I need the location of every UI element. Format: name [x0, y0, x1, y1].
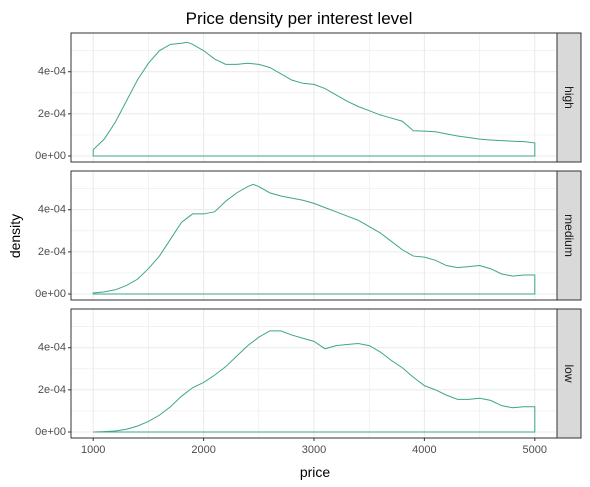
x-tick-label: 4000: [412, 444, 436, 456]
y-tick-label: 2e-04: [38, 108, 66, 120]
facet-panel-high: high 0e+00 2e-04 4e-04: [35, 32, 582, 163]
facet-strip-label: medium: [562, 214, 576, 257]
y-tick-label: 4e-04: [38, 204, 66, 216]
y-tick-label: 4e-04: [38, 342, 66, 354]
y-tick-label: 2e-04: [38, 384, 66, 396]
density-curve-medium: [92, 183, 536, 295]
x-tick-label: 3000: [302, 444, 326, 456]
x-tick-label: 5000: [523, 444, 547, 456]
x-axis-title: price: [300, 464, 331, 480]
x-tick-label: 1000: [81, 444, 105, 456]
y-axis-title: density: [7, 214, 23, 258]
facet-strip-label: high: [562, 86, 576, 109]
facet-strip-label: low: [562, 364, 576, 382]
facet-panels: high 0e+00 2e-04 4e-04 medium 0e+00 2e-04 4e-04…: [35, 32, 582, 456]
facet-panel-medium: medium 0e+00 2e-04 4e-04: [35, 170, 582, 301]
y-tick-label: 0e+00: [35, 426, 66, 438]
density-curve-high: [92, 41, 536, 157]
facet-panel-low: low 0e+00 2e-04 4e-04: [35, 308, 582, 439]
x-tick-label: 2000: [191, 444, 215, 456]
y-tick-label: 0e+00: [35, 288, 66, 300]
facet-strip: [556, 32, 582, 163]
y-tick-label: 0e+00: [35, 150, 66, 162]
facet-strip: [556, 308, 582, 439]
y-tick-label: 2e-04: [38, 246, 66, 258]
y-tick-label: 4e-04: [38, 66, 66, 78]
density-curve-low: [93, 330, 536, 433]
facet-strip: [556, 170, 582, 301]
chart-title: Price density per interest level: [186, 9, 413, 28]
